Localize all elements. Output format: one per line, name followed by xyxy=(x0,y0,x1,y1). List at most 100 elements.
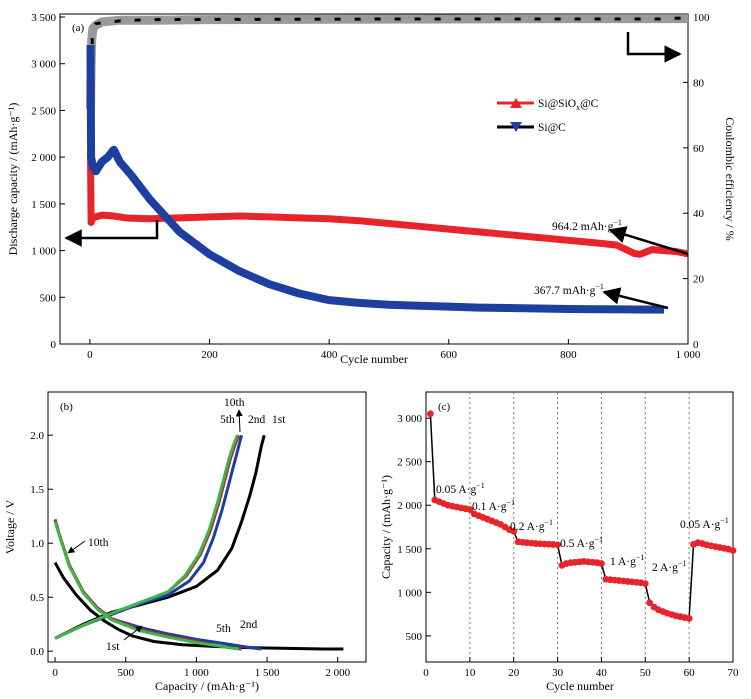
y-tick-label: 0.0 xyxy=(30,646,44,658)
rate-point xyxy=(554,541,561,549)
x-tick-label: 70 xyxy=(728,667,740,679)
y-tick-label: 1.5 xyxy=(30,484,44,496)
series-si-c xyxy=(86,44,665,314)
rate-point xyxy=(685,615,693,622)
rate-point xyxy=(510,527,518,535)
rate-label: 1 A·g−1 xyxy=(610,553,644,568)
panel-c-ylabel: Capacity / (mAh·g⁻¹) xyxy=(379,475,393,579)
x-tick-label: 40 xyxy=(596,667,608,679)
y-tick-label: 1 000 xyxy=(397,587,422,599)
legend-label-sisiox: Si@SiOx@C xyxy=(538,98,599,112)
y-tick-label: 3 000 xyxy=(397,413,422,425)
arrow-right-axis xyxy=(626,32,682,63)
rate-label: 0.05 A·g−1 xyxy=(436,481,485,496)
label-2nd-discharge: 2nd xyxy=(240,619,258,631)
rate-label: 0.5 A·g−1 xyxy=(560,535,603,550)
panel-b-label: (b) xyxy=(60,401,73,413)
y-tick-label: 3 500 xyxy=(31,12,56,24)
panel-b-ylabel: Voltage / V xyxy=(3,500,17,555)
y-tick-label: 2 000 xyxy=(397,500,422,512)
y2-tick-label: 40 xyxy=(693,208,705,220)
panel-b-frame xyxy=(47,391,367,663)
panel-c-xlabel: Cycle number xyxy=(546,679,614,693)
panel-c-frame xyxy=(425,391,734,663)
rate-label: 0.05 A·g−1 xyxy=(680,516,729,531)
y-tick-label: 1 500 xyxy=(31,199,56,211)
arrow-10th-charge xyxy=(235,409,243,433)
y2-tick-label: 0 xyxy=(693,339,699,351)
y-tick-label: 1 000 xyxy=(31,246,56,258)
panel-a-label: (a) xyxy=(72,22,85,34)
x-tick-label: 0 xyxy=(52,667,58,679)
annotation-sisiox-capacity: 964.2 mAh·g−1 xyxy=(552,218,622,233)
label-1st-discharge: 1st xyxy=(106,641,120,653)
panel-a-xlabel: Cycle number xyxy=(340,352,408,366)
series-coulombic-efficiency xyxy=(86,14,688,109)
panel-c-label: (c) xyxy=(438,401,451,413)
x-tick-label: 0 xyxy=(423,667,429,679)
label-2nd-charge: 2nd xyxy=(248,414,266,426)
label-10th-discharge: 10th xyxy=(88,537,109,549)
rate-label: 2 A·g−1 xyxy=(652,559,686,574)
label-5th-discharge: 5th xyxy=(216,623,231,635)
x-tick-label: 50 xyxy=(640,667,652,679)
panel-b-xlabel: Capacity / (mAh·g⁻¹) xyxy=(155,679,259,693)
x-tick-label: 600 xyxy=(441,349,458,361)
arrow-10th-discharge xyxy=(67,540,86,554)
series-2nd-charge xyxy=(54,434,244,640)
arrow-sisiox-capacity xyxy=(608,226,689,256)
legend-label-sic: Si@C xyxy=(538,122,566,134)
y-tick-label: 2 000 xyxy=(31,152,56,164)
rate-point xyxy=(641,580,649,588)
x-tick-label: 400 xyxy=(321,349,338,361)
arrow-sic-capacity xyxy=(602,287,669,310)
series-sisiox-c xyxy=(87,152,689,258)
y2-tick-label: 60 xyxy=(693,143,705,155)
x-tick-label: 20 xyxy=(508,667,520,679)
y-tick-label: 0 xyxy=(51,339,57,351)
y-tick-label: 2.0 xyxy=(30,430,44,442)
y-tick-label: 1 500 xyxy=(397,544,422,556)
x-tick-label: 60 xyxy=(684,667,696,679)
x-tick-label: 2 000 xyxy=(325,667,350,679)
x-tick-label: 0 xyxy=(87,349,93,361)
rate-point xyxy=(729,547,737,554)
label-1st-charge: 1st xyxy=(272,414,286,426)
x-tick-label: 1 000 xyxy=(184,667,209,679)
rate-label: 0.2 A·g−1 xyxy=(510,518,553,533)
label-10th-charge: 10th xyxy=(224,397,245,409)
y-tick-label: 0.5 xyxy=(30,592,44,604)
panel-a-ylabel: Discharge capacity / (mAh·g⁻¹) xyxy=(6,103,20,256)
legend-marker-sisiox xyxy=(510,98,522,108)
x-tick-label: 10 xyxy=(464,667,476,679)
y2-tick-label: 20 xyxy=(693,274,705,286)
panel-c: (c) 0 10 20 30 40 50 60 70 500 1 000 1 500 2 000 2 5… xyxy=(379,391,740,693)
y-tick-label: 500 xyxy=(40,292,57,304)
rate-point xyxy=(426,410,434,418)
series-10th-discharge xyxy=(53,521,240,651)
arrow-left-axis xyxy=(64,220,159,247)
x-tick-label: 500 xyxy=(117,667,134,679)
y2-tick-label: 80 xyxy=(693,77,705,89)
y-tick-label: 2 500 xyxy=(397,457,422,469)
x-tick-label: 200 xyxy=(201,349,218,361)
legend-marker-sic xyxy=(510,122,522,132)
y-tick-label: 3 000 xyxy=(31,59,56,71)
series-1st-discharge xyxy=(53,561,344,651)
annotation-sic-capacity: 367.7 mAh·g−1 xyxy=(534,282,604,297)
y-tick-label: 500 xyxy=(406,631,423,643)
rate-point xyxy=(598,560,605,567)
panel-a-legend: Si@SiOx@C Si@C xyxy=(497,98,599,134)
x-tick-label: 1 500 xyxy=(255,667,280,679)
label-5th-charge: 5th xyxy=(220,414,235,426)
x-tick-label: 1 000 xyxy=(676,349,701,361)
x-tick-label: 30 xyxy=(552,667,564,679)
y-tick-label: 1.0 xyxy=(30,538,44,550)
arrow-1st-discharge xyxy=(123,625,143,641)
rate-point xyxy=(466,506,474,513)
panel-a-y2label: Coulombic efficiency / % xyxy=(723,117,737,240)
series-5th-charge xyxy=(54,434,241,640)
panel-b: (b) 0 500 1 000 1 500 2 000 0.0 0.5 1.0 1.5 2.0 C… xyxy=(3,391,367,693)
